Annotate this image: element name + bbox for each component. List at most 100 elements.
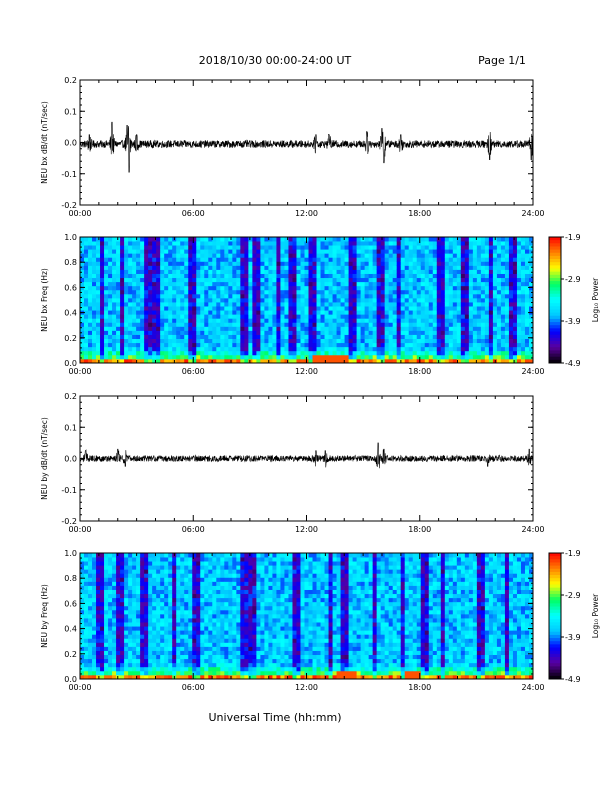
heatmap-cell — [516, 245, 522, 250]
heatmap-cell — [84, 605, 89, 611]
y-tick-label: 0.4 — [64, 309, 77, 318]
heatmap-cell — [204, 346, 209, 352]
heatmap-cell — [416, 322, 422, 327]
heatmap-cell — [168, 249, 173, 254]
heatmap-cell — [364, 318, 370, 323]
heatmap-cell — [272, 245, 277, 250]
heatmap-cell — [164, 658, 169, 664]
heatmap-cell — [104, 277, 109, 283]
heatmap-cell — [456, 354, 462, 360]
heatmap-cell — [84, 322, 89, 327]
heatmap-cell — [84, 302, 89, 307]
heatmap-cell — [520, 277, 526, 283]
heatmap-cell — [324, 245, 329, 250]
heatmap-cell — [112, 241, 117, 246]
heatmap-cell — [228, 249, 233, 254]
heatmap-cell — [496, 281, 502, 287]
heatmap-cell — [116, 253, 121, 258]
heatmap-cell — [84, 314, 89, 319]
heatmap-cell — [88, 666, 93, 672]
heatmap-cell — [144, 318, 149, 323]
heatmap-cell — [244, 322, 249, 327]
heatmap-cell — [320, 265, 325, 270]
heatmap-cell — [376, 346, 382, 352]
heatmap-cell — [344, 289, 349, 295]
heatmap-cell — [380, 354, 386, 360]
heatmap-cell — [272, 277, 277, 283]
heatmap-cell — [152, 326, 157, 331]
heatmap-cell — [300, 314, 305, 319]
heatmap-cell — [420, 358, 426, 363]
heatmap-cell — [488, 314, 494, 319]
heatmap-cell — [388, 241, 394, 246]
series-line — [79, 121, 534, 173]
heatmap-cell — [484, 330, 490, 335]
heatmap-cell — [116, 289, 121, 295]
heatmap-cell — [428, 310, 434, 315]
heatmap-cell — [340, 342, 345, 348]
heatmap-cell — [148, 338, 153, 344]
heatmap-cell — [388, 350, 394, 356]
heatmap-cell — [320, 273, 325, 279]
heatmap-cell — [216, 597, 221, 603]
heatmap-cell — [184, 569, 189, 574]
heatmap-cell — [516, 342, 522, 348]
heatmap-cell — [304, 289, 309, 295]
heatmap-cell — [200, 654, 205, 660]
heatmap-cell — [492, 346, 498, 352]
heatmap-cell — [280, 330, 285, 335]
heatmap-cell — [340, 281, 345, 287]
heatmap-cell — [136, 674, 141, 679]
heatmap-cell — [176, 622, 181, 627]
heatmap-cell — [128, 577, 133, 582]
heatmap-cell — [432, 293, 438, 299]
heatmap-cell — [472, 318, 478, 323]
heatmap-cell — [204, 577, 209, 582]
heatmap-cell — [516, 302, 522, 307]
heatmap-cell — [80, 658, 85, 664]
heatmap-cell — [156, 622, 161, 627]
heatmap-cell — [340, 358, 345, 363]
heatmap-cell — [296, 326, 301, 331]
heatmap-cell — [80, 334, 85, 340]
heatmap-cell — [524, 273, 530, 279]
heatmap-cell — [88, 265, 93, 270]
heatmap-cell — [84, 277, 89, 283]
heatmap-cell — [132, 318, 137, 323]
heatmap-cell — [480, 354, 486, 360]
heatmap-cell — [528, 314, 533, 319]
heatmap-cell — [160, 346, 165, 352]
heatmap-cell — [488, 350, 494, 356]
heatmap-cell — [472, 338, 478, 344]
heatmap-cell — [488, 245, 494, 250]
heatmap-cell — [192, 306, 197, 311]
heatmap-cell — [296, 302, 301, 307]
heatmap-cell — [476, 265, 482, 270]
heatmap-cell — [112, 613, 117, 619]
heatmap-cell — [204, 605, 209, 611]
heatmap-cell — [200, 638, 205, 643]
heatmap-cell — [424, 257, 430, 262]
heatmap-cell — [216, 622, 221, 627]
heatmap-cell — [348, 306, 353, 311]
heatmap-cell — [496, 273, 502, 279]
heatmap-cell — [296, 277, 301, 283]
heatmap-cell — [164, 281, 169, 287]
heatmap-cell — [428, 297, 434, 303]
heatmap-cell — [184, 273, 189, 279]
heatmap-cell — [284, 281, 289, 287]
heatmap-cell — [104, 553, 109, 558]
heatmap-cell — [528, 358, 533, 363]
heatmap-cell — [452, 342, 458, 348]
heatmap-cell — [316, 289, 321, 295]
heatmap-cell — [156, 330, 161, 335]
heatmap-cell — [256, 330, 261, 335]
heatmap-cell — [168, 289, 173, 295]
heatmap-cell — [412, 249, 418, 254]
heatmap-cell — [92, 589, 97, 595]
heatmap-cell — [452, 293, 458, 299]
heatmap-cell — [276, 249, 281, 254]
heatmap-cell — [396, 334, 402, 340]
heatmap-cell — [388, 253, 394, 258]
colorbar-segment — [549, 325, 561, 329]
